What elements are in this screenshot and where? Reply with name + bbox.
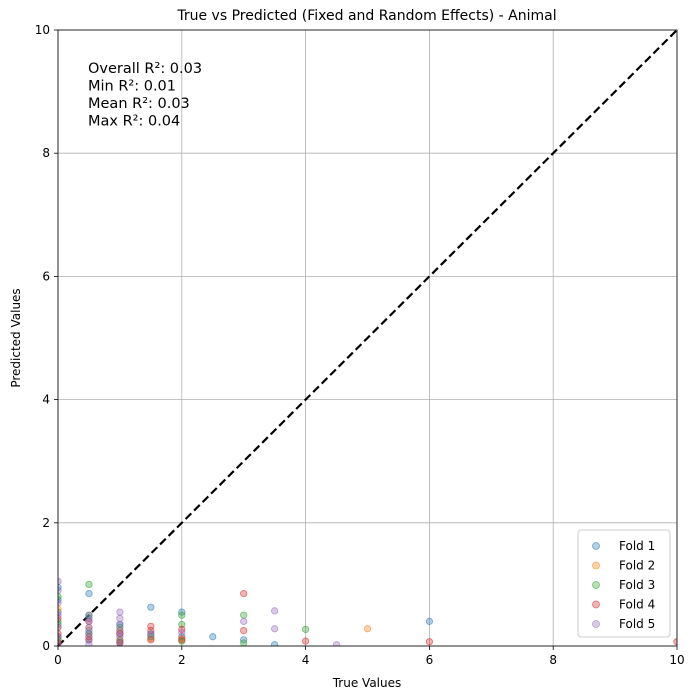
legend: Fold 1 Fold 2 Fold 3 Fold 4 Fold 5 (577, 529, 671, 638)
data-point-fold-5 (58, 623, 62, 632)
data-point-fold-4 (425, 638, 433, 646)
data-point-fold-5 (332, 641, 341, 646)
reference-line (57, 29, 678, 647)
legend-marker (592, 542, 600, 550)
data-point-fold-5 (116, 614, 124, 622)
legend-marker (592, 561, 600, 570)
legend-label: Fold 1 (619, 539, 655, 553)
legend-label: Fold 2 (619, 559, 655, 573)
data-point-fold-3 (178, 611, 186, 619)
legend-label: Fold 4 (619, 598, 655, 612)
data-point-fold-5 (58, 611, 62, 619)
x-tick-label: 2 (178, 653, 186, 667)
data-point-fold-4 (178, 636, 186, 644)
data-point-fold-1 (85, 590, 93, 598)
data-point-fold-5 (85, 617, 93, 625)
y-tick-label: 0 (42, 639, 50, 653)
data-point-fold-5 (116, 608, 124, 616)
reference-line-layer (57, 29, 678, 647)
stat-line: Overall R²: 0.03 (88, 61, 202, 77)
tick-labels: 0 2 4 6 8 10 0 2 4 6 8 10 (35, 23, 685, 667)
y-axis-label: Predicted Values (9, 288, 23, 387)
data-point-fold-3 (240, 611, 248, 619)
data-point-fold-4 (301, 637, 310, 645)
data-point-fold-5 (85, 630, 93, 638)
data-point-fold-5 (178, 628, 186, 637)
x-axis-label: True Values (332, 676, 402, 690)
y-tick-label: 10 (35, 23, 50, 37)
data-point-fold-4 (147, 636, 155, 644)
data-point-fold-1 (425, 617, 433, 625)
data-point-fold-5 (58, 640, 62, 646)
data-point-fold-3 (301, 625, 310, 633)
points-layer (58, 577, 677, 646)
stat-line: Max R²: 0.04 (88, 114, 180, 130)
data-point-fold-5 (147, 631, 155, 639)
data-point-fold-3 (58, 593, 62, 601)
x-tick-label: 8 (549, 653, 557, 667)
chart-title: True vs Predicted (Fixed and Random Effe… (176, 8, 556, 24)
data-point-fold-1 (147, 603, 155, 611)
data-point-fold-4 (240, 626, 248, 635)
data-point-fold-5 (116, 620, 124, 629)
data-point-fold-2 (363, 625, 372, 633)
data-point-fold-5 (116, 626, 124, 635)
data-point-fold-1 (271, 641, 279, 646)
data-point-fold-5 (58, 586, 62, 595)
data-point-fold-1 (209, 633, 217, 641)
x-tick-label: 10 (669, 653, 684, 667)
data-point-fold-4 (240, 590, 248, 598)
data-point-fold-5 (85, 623, 93, 632)
data-point-fold-3 (240, 639, 248, 646)
axes (54, 29, 678, 650)
data-point-fold-5 (271, 625, 279, 633)
data-point-fold-5 (58, 599, 62, 607)
data-point-fold-2 (58, 605, 62, 613)
data-point-fold-5 (58, 577, 62, 585)
x-tick-label: 6 (426, 653, 434, 667)
legend-label: Fold 3 (619, 578, 655, 592)
data-point-fold-5 (116, 639, 124, 646)
x-tick-label: 0 (54, 653, 62, 667)
stat-line: Mean R²: 0.03 (88, 96, 190, 112)
legend-marker (592, 581, 600, 589)
data-point-fold-3 (85, 580, 93, 589)
data-point-fold-5 (240, 617, 248, 625)
legend-label: Fold 5 (619, 617, 655, 631)
data-point-fold-5 (85, 640, 93, 646)
legend-marker (592, 620, 600, 628)
x-tick-label: 4 (302, 653, 310, 667)
y-tick-label: 6 (42, 269, 50, 283)
y-tick-label: 8 (42, 146, 50, 160)
data-point-fold-5 (58, 633, 62, 641)
legend-marker (592, 600, 600, 609)
grid (57, 29, 678, 647)
y-tick-label: 4 (42, 393, 50, 407)
stat-line: Min R²: 0.01 (88, 79, 176, 95)
data-point-fold-5 (271, 607, 279, 615)
data-point-fold-5 (116, 633, 124, 641)
legend-box (577, 529, 671, 638)
data-point-fold-5 (85, 611, 93, 619)
y-tick-label: 2 (42, 516, 50, 530)
plot-frame (57, 29, 678, 647)
data-point-fold-3 (178, 620, 186, 629)
